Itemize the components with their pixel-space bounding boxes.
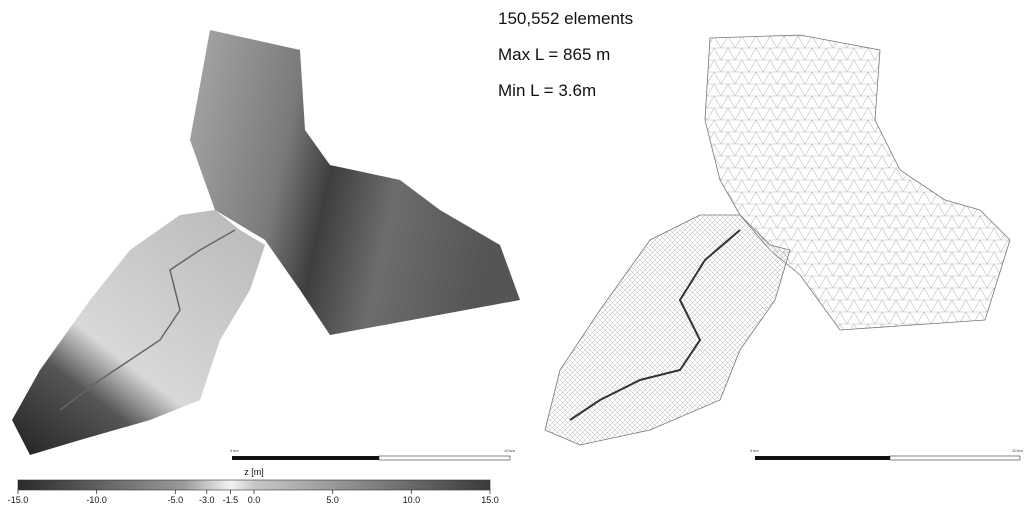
scale-segment — [232, 456, 379, 460]
scale-label: 0 km — [230, 448, 239, 453]
lake-mesh — [544, 214, 791, 446]
colorbar-gradient — [17, 479, 491, 491]
colorbar-tick-label: -5.0 — [168, 495, 184, 505]
colorbar-tick-label: 10.0 — [403, 495, 421, 505]
mesh-info-line: Min L = 3.6m — [498, 81, 596, 100]
mesh-channel — [569, 229, 741, 421]
colorbar-tick-label: -1.5 — [223, 495, 239, 505]
scale-segment — [889, 455, 1021, 461]
scale-segment — [755, 456, 890, 460]
channel — [59, 229, 236, 411]
lake-domain — [12, 210, 265, 455]
scale-bar: 0 km 10 km 0 km 10 km — [230, 448, 1024, 461]
mesh-info-line: 150,552 elements — [498, 9, 633, 28]
mesh-info: 150,552 elements Max L = 865 m Min L = 3.6… — [498, 9, 633, 100]
colorbar: z [m] -15.0 -10.0 -5.0 -3.0 -1.5 0.0 5.0 10.0 15… — [8, 467, 499, 505]
colorbar-tick-label: 5.0 — [326, 495, 339, 505]
colorbar-tick-label: 0.0 — [248, 495, 261, 505]
colorbar-title: z [m] — [244, 467, 264, 477]
scale-label: 0 km — [750, 448, 759, 453]
scale-segment — [378, 455, 511, 461]
colorbar-tick-label: -10.0 — [86, 495, 107, 505]
mesh-info-line: Max L = 865 m — [498, 45, 610, 64]
mesh-map — [544, 34, 1011, 446]
colorbar-tick-label: -3.0 — [199, 495, 215, 505]
colorbar-tick-label: 15.0 — [481, 495, 499, 505]
colorbar-tick-label: -15.0 — [8, 495, 29, 505]
bathymetry-map — [12, 30, 520, 455]
river-domain — [190, 30, 520, 335]
scale-label: 10 km — [1012, 448, 1024, 453]
scale-label: 10 km — [504, 448, 516, 453]
